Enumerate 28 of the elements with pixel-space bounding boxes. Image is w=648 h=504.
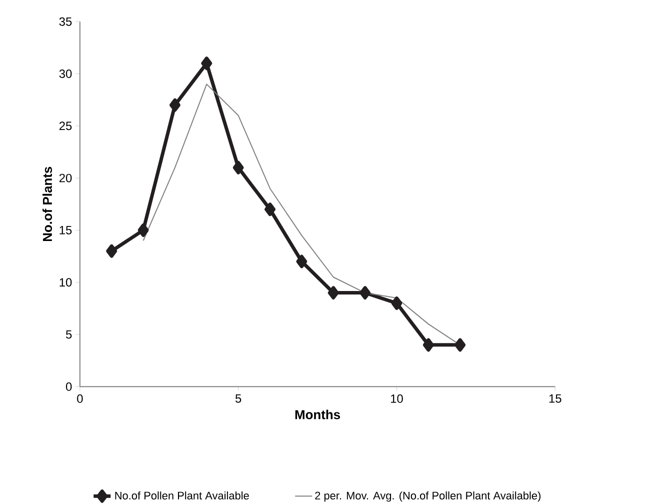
y-tick-label: 20 — [59, 174, 72, 182]
y-tick-label: 25 — [59, 122, 72, 130]
y-tick-label: 10 — [60, 278, 72, 287]
point — [169, 98, 180, 112]
point — [232, 160, 244, 174]
legend-label: No.of Pollen Plant Available — [115, 491, 249, 500]
x-tick-label: 5 — [235, 394, 242, 403]
y-tick-label: 15 — [60, 226, 72, 234]
y-tick-label: 35 — [59, 17, 72, 26]
y-axis-title: No.of Plants — [42, 166, 52, 242]
y-tick-label: 0 — [66, 382, 72, 391]
point — [360, 286, 371, 300]
point — [454, 338, 466, 352]
x-tick-label: 10 — [390, 394, 403, 403]
x-tick-label: 15 — [549, 394, 562, 403]
point — [422, 338, 434, 352]
legend-label: 2 per. Mov. Avg. (No.of Pollen Plant Available) — [315, 491, 540, 502]
point — [138, 223, 149, 237]
x-tick-label: 0 — [77, 394, 83, 403]
point — [264, 202, 276, 216]
y-tick-label: 5 — [66, 330, 72, 339]
point — [296, 254, 308, 268]
point — [201, 56, 212, 70]
point — [328, 286, 339, 300]
x-axis-title: Months — [295, 410, 340, 420]
point — [106, 244, 118, 258]
point — [391, 296, 402, 310]
y-tick-label: 30 — [59, 70, 72, 78]
